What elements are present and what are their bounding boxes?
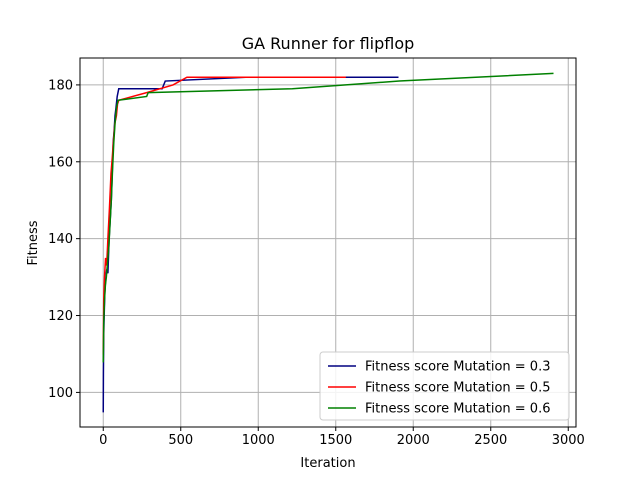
- y-axis-label: Fitness: [26, 220, 41, 265]
- chart-title: GA Runner for flipflop: [242, 34, 415, 53]
- x-tick-label: 2000: [397, 433, 430, 448]
- x-tick-label: 1000: [242, 433, 275, 448]
- series-layer: [102, 72, 554, 413]
- legend-label: Fitness score Mutation = 0.6: [365, 402, 550, 417]
- legend-box: [319, 351, 570, 421]
- y-tick-label: 140: [48, 232, 73, 247]
- x-tick-label: 2500: [474, 433, 507, 448]
- legend: Fitness score Mutation = 0.3 Fitness scor…: [319, 351, 570, 421]
- y-tick-label: 180: [48, 78, 73, 93]
- legend-label: Fitness score Mutation = 0.3: [365, 360, 550, 375]
- x-tick-label: 3000: [552, 433, 585, 448]
- series-line-2: [102, 72, 554, 363]
- plot-frame: [79, 57, 577, 428]
- x-tick-label: 0: [99, 433, 107, 448]
- tick-layer: 0 500 1000 1500 2000 2500 3000 100 120 140 160 180: [48, 78, 585, 448]
- x-tick-label: 500: [168, 433, 193, 448]
- x-tick-label: 1500: [319, 433, 352, 448]
- x-axis-label: Iteration: [300, 456, 355, 471]
- y-tick-label: 160: [48, 155, 73, 170]
- y-tick-label: 100: [48, 386, 73, 401]
- y-tick-label: 120: [48, 309, 73, 324]
- legend-label: Fitness score Mutation = 0.5: [365, 381, 550, 396]
